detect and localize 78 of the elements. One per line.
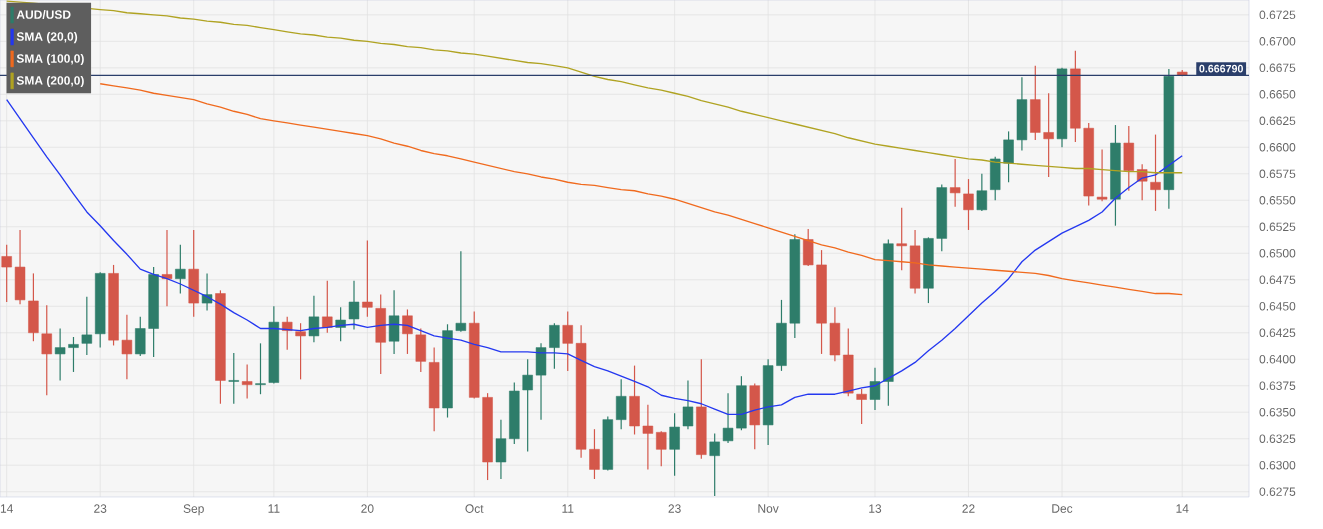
candlestick <box>562 310 573 372</box>
candlestick <box>722 392 734 444</box>
y-tick-label: 0.6725 <box>1259 10 1296 20</box>
candlestick <box>549 322 560 370</box>
candlestick <box>81 296 93 356</box>
y-tick-label: 0.6300 <box>1259 460 1296 470</box>
candlestick <box>282 316 293 351</box>
candlestick <box>1096 148 1108 202</box>
y-tick-label: 0.6575 <box>1259 169 1296 179</box>
candlestick <box>402 308 413 355</box>
legend-label: SMA (20,0) <box>16 31 78 44</box>
y-tick-label: 0.6325 <box>1259 434 1296 443</box>
candlestick <box>856 388 867 425</box>
x-tick-label: 11 <box>562 504 574 513</box>
candlestick <box>308 295 320 343</box>
y-tick-label: 0.6350 <box>1259 407 1296 417</box>
candlestick <box>869 367 881 411</box>
y-tick-label: 0.6550 <box>1259 196 1296 205</box>
y-tick-label: 0.6700 <box>1259 37 1296 46</box>
y-tick-label: 0.6500 <box>1259 249 1296 258</box>
x-tick-label: 22 <box>962 504 975 513</box>
ref-line-label: 0.666790 <box>1199 64 1243 73</box>
candlestick <box>1 244 12 303</box>
y-tick-label: 0.6525 <box>1259 222 1296 232</box>
candlestick <box>682 379 694 430</box>
candlestick <box>41 304 52 396</box>
y-tick-label: 0.6675 <box>1259 63 1296 73</box>
candlestick <box>228 352 239 405</box>
candlestick <box>963 178 974 231</box>
candlestick <box>949 158 961 208</box>
legend-label: SMA (200,0) <box>16 75 84 88</box>
legend-label: AUD/USD <box>16 10 71 19</box>
candlestick <box>295 322 306 380</box>
candlestick <box>121 314 133 380</box>
candlestick <box>642 404 654 471</box>
candlestick <box>522 358 533 453</box>
x-tick-label: 20 <box>361 504 374 513</box>
candlestick <box>896 207 907 271</box>
candlestick <box>1150 133 1161 212</box>
candlestick <box>362 239 373 318</box>
x-tick-label: Oct <box>465 504 484 513</box>
y-tick-label: 0.6600 <box>1259 143 1296 152</box>
candlestick <box>175 244 186 295</box>
candlestick <box>615 378 627 430</box>
x-tick-label: Dec <box>1052 504 1073 513</box>
candlestick <box>656 430 667 467</box>
candlestick <box>255 342 266 395</box>
y-tick-label: 0.6625 <box>1259 116 1296 126</box>
x-tick-label: 14 <box>1176 504 1189 513</box>
candlestick <box>161 229 173 307</box>
candlestick <box>1003 130 1014 183</box>
x-tick-label: Sep <box>183 504 204 516</box>
candlestick <box>1043 92 1054 178</box>
y-tick-label: 0.6475 <box>1259 275 1296 285</box>
candlestick <box>54 327 66 382</box>
y-tick-label: 0.6400 <box>1259 354 1296 364</box>
y-tick-label: 0.6275 <box>1259 487 1296 496</box>
x-tick-label: Nov <box>758 504 779 513</box>
x-tick-label: 23 <box>94 504 107 513</box>
x-tick-label: 23 <box>668 504 681 513</box>
y-tick-label: 0.6450 <box>1259 302 1296 311</box>
x-tick-label: 13 <box>869 504 882 513</box>
x-tick-label: 14 <box>0 504 13 513</box>
candlestick <box>455 250 467 333</box>
candlestick <box>322 280 333 334</box>
candlestick <box>669 412 680 477</box>
candlestick <box>709 432 720 497</box>
y-tick-label: 0.6375 <box>1259 381 1296 390</box>
legend-label: SMA (100,0) <box>16 53 84 66</box>
candlestick <box>241 363 253 400</box>
y-tick-label: 0.6650 <box>1259 90 1296 99</box>
x-tick-label: 11 <box>268 504 280 513</box>
candlestick <box>495 419 507 480</box>
candlestick <box>68 336 79 373</box>
candlestick <box>589 428 600 480</box>
y-tick-label: 0.6425 <box>1259 328 1296 337</box>
candlestick <box>976 173 988 212</box>
candlestick <box>348 280 360 331</box>
